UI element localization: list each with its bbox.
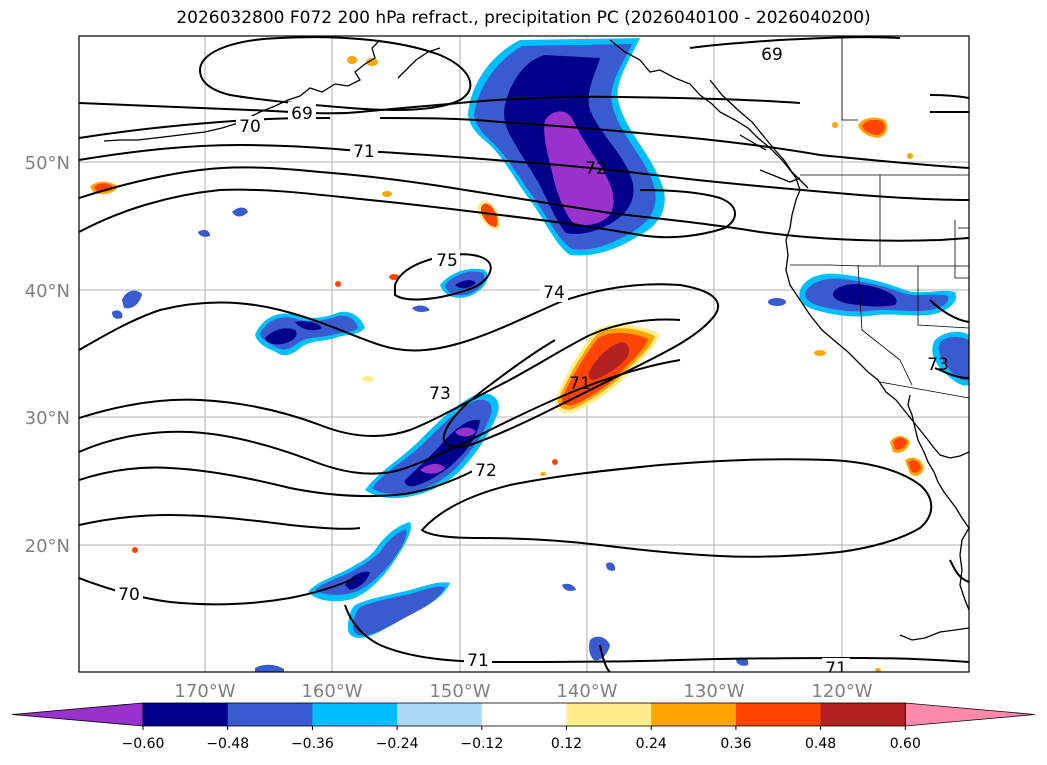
political-borders [790, 36, 969, 399]
precip-negative-main [468, 38, 665, 256]
longitude-labels: 170°W 160°W 150°W 140°W 130°W 120°W [174, 681, 872, 702]
contour-label: 71 [825, 659, 847, 679]
colorbar-segment [397, 703, 483, 726]
colorbar-segment [566, 703, 652, 726]
colorbar-segment [143, 703, 229, 726]
precip-negative-california [768, 273, 969, 386]
colorbar-tick-label: 0.36 [720, 736, 751, 752]
colorbar-segment [227, 703, 313, 726]
lon-label: 130°W [683, 681, 744, 702]
contour-label: 69 [761, 45, 783, 65]
refractivity-contours [79, 36, 969, 672]
lon-label: 170°W [174, 681, 235, 702]
lat-label: 40°N [25, 281, 70, 302]
colorbar-outline [142, 702, 906, 727]
colorbar-segment [735, 703, 822, 726]
colorbar-tick-label: 0.24 [636, 736, 667, 752]
contour-label: 71 [569, 374, 591, 394]
contour-label: 69 [291, 104, 313, 124]
contour-label: 71 [467, 651, 489, 671]
precip-negative-subtropical [308, 393, 610, 661]
colorbar-tick-label: −0.24 [376, 736, 419, 752]
lat-label: 50°N [25, 153, 70, 174]
chart-title: 2026032800 F072 200 hPa refract., precip… [176, 8, 871, 28]
latitude-labels: 50°N 40°N 30°N 20°N [25, 153, 70, 557]
lat-label: 30°N [25, 408, 70, 429]
colorbar-tick-label: −0.48 [206, 736, 249, 752]
colorbar: −0.60 −0.48 −0.36 −0.24 −0.12 0.12 0.24 0.36 0.4… [11, 702, 1036, 752]
contour-label: 70 [118, 585, 140, 605]
contour-label: 70 [239, 117, 261, 137]
lat-label: 20°N [25, 536, 70, 557]
colorbar-tick-label: 0.12 [551, 736, 582, 752]
colorbar-tick-label: −0.12 [460, 736, 503, 752]
lon-label: 160°W [301, 681, 362, 702]
colorbar-extend-low [11, 702, 144, 727]
contour-label: 73 [927, 355, 949, 375]
colorbar-segment [312, 703, 398, 726]
contour-label: 71 [353, 142, 375, 162]
contour-labels: 69 70 71 72 75 74 73 71 72 70 71 69 71 7… [115, 44, 949, 679]
colorbar-tick-label: −0.60 [122, 736, 165, 752]
colorbar-extend-high [904, 702, 1036, 727]
map-border [78, 35, 970, 673]
colorbar-tick-label: 0.48 [805, 736, 836, 752]
colorbar-segment [481, 703, 567, 726]
lon-label: 140°W [556, 681, 617, 702]
colorbar-tick-label: −0.36 [291, 736, 334, 752]
contour-label: 72 [475, 461, 497, 481]
colorbar-segment [651, 703, 737, 726]
lon-label: 120°W [811, 681, 872, 702]
lon-label: 150°W [429, 681, 490, 702]
precip-negative-west [112, 207, 749, 672]
colorbar-tick-label: 0.60 [890, 736, 921, 752]
colorbar-segment [820, 703, 906, 726]
contour-label: 75 [436, 251, 458, 271]
contour-label: 72 [585, 159, 607, 179]
contour-label: 74 [543, 283, 565, 303]
contour-label: 73 [429, 384, 451, 404]
